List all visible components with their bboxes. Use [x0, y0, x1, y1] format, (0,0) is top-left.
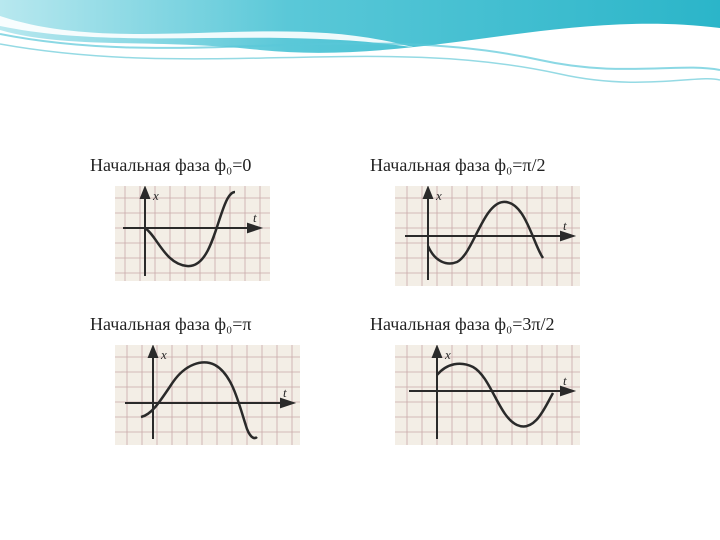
y-axis-label: x: [160, 347, 167, 362]
content-grid: Начальная фаза ф₀=0: [90, 155, 650, 473]
x-axis-label: t: [563, 373, 567, 388]
graph-phase-3pi-2: x t: [395, 345, 580, 445]
y-axis-label: x: [152, 188, 159, 203]
caption-g4: Начальная фаза ф₀=3π/2: [370, 314, 650, 335]
row-1: Начальная фаза ф₀=0: [90, 155, 650, 286]
graph-phase-pi: x t: [115, 345, 300, 445]
cell-g2: Начальная фаза ф₀=π/2: [370, 155, 650, 286]
y-axis-label: x: [435, 188, 442, 203]
cell-g3: Начальная фаза ф₀=π: [90, 314, 370, 445]
graph-phase-pi-2: x t: [395, 186, 580, 286]
graph-phase-0: x t: [115, 186, 270, 281]
x-axis-label: t: [253, 210, 257, 225]
caption-g1: Начальная фаза ф₀=0: [90, 155, 370, 176]
caption-g3: Начальная фаза ф₀=π: [90, 314, 370, 335]
cell-g4: Начальная фаза ф₀=3π/2: [370, 314, 650, 445]
caption-g2: Начальная фаза ф₀=π/2: [370, 155, 650, 176]
x-axis-label: t: [283, 385, 287, 400]
cell-g1: Начальная фаза ф₀=0: [90, 155, 370, 286]
row-2: Начальная фаза ф₀=π: [90, 314, 650, 445]
x-axis-label: t: [563, 218, 567, 233]
header-wave: [0, 0, 720, 120]
y-axis-label: x: [444, 347, 451, 362]
